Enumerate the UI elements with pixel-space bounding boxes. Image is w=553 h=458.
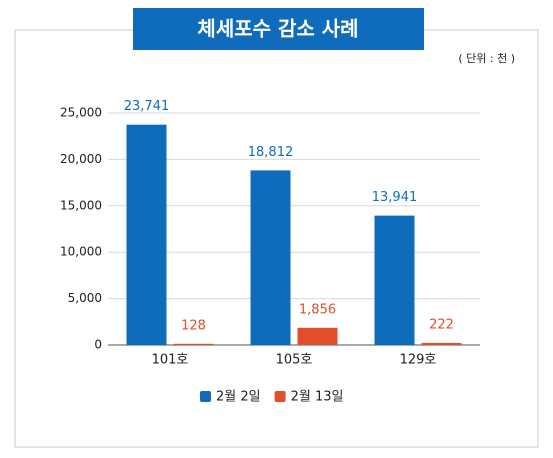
y-tick-label: 10,000 xyxy=(60,245,102,259)
x-tick-label: 105호 xyxy=(276,353,313,368)
value-label: 1,856 xyxy=(299,302,336,317)
bar xyxy=(421,342,462,345)
bar xyxy=(173,343,214,345)
bar xyxy=(374,215,415,345)
x-tick-label: 101호 xyxy=(152,353,189,368)
legend-label: 2월 2일 xyxy=(216,390,261,405)
bar xyxy=(297,327,338,345)
y-tick-label: 20,000 xyxy=(60,152,102,166)
value-label: 222 xyxy=(429,317,454,332)
unit-note: ( 단위 : 천 ) xyxy=(458,51,515,65)
y-tick-label: 25,000 xyxy=(60,106,102,120)
x-tick-label: 129호 xyxy=(400,353,437,368)
chart-title: 체세포수 감소 사례 xyxy=(197,17,358,41)
value-label: 18,812 xyxy=(248,145,294,160)
value-label: 23,741 xyxy=(124,99,170,114)
title-banner xyxy=(133,8,424,50)
legend-swatch xyxy=(200,391,211,402)
y-tick-label: 5,000 xyxy=(68,291,102,305)
value-label: 128 xyxy=(181,318,206,333)
y-tick-label: 0 xyxy=(94,338,102,352)
value-label: 13,941 xyxy=(372,190,418,205)
bar xyxy=(250,170,291,345)
bar xyxy=(126,124,167,345)
legend-swatch xyxy=(274,391,286,402)
legend-label: 2월 13일 xyxy=(291,390,344,405)
y-tick-label: 15,000 xyxy=(60,198,102,212)
